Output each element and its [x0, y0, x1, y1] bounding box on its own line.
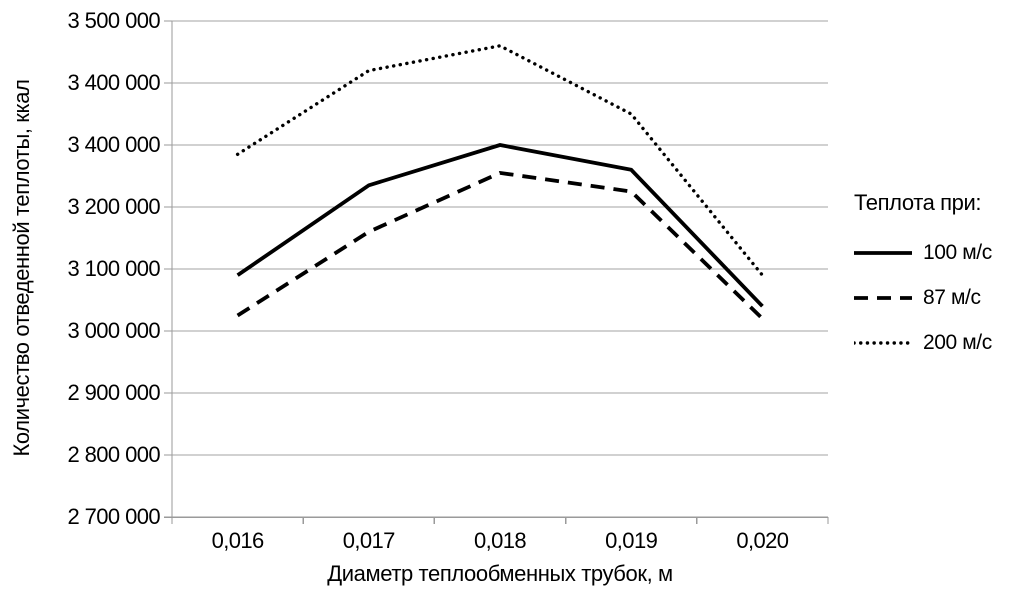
- y-tick-label: 2 800 000: [67, 442, 161, 467]
- y-tick-label: 3 400 000: [67, 132, 161, 157]
- legend-item-label: 87 м/с: [923, 285, 981, 309]
- legend-title: Теплота при:: [854, 190, 982, 215]
- legend-line-sample-dotted: [854, 340, 912, 345]
- legend-item: 200 м/с: [854, 320, 1016, 365]
- legend-line-sample-solid: [854, 250, 912, 255]
- y-tick-label: 3 100 000: [67, 256, 161, 281]
- y-tick-label: 3 500 000: [67, 8, 161, 33]
- y-tick-label: 2 900 000: [67, 380, 161, 405]
- y-tick-label: 3 000 000: [67, 318, 161, 343]
- x-tick-label: 0,018: [473, 528, 527, 553]
- series-line-dotted: [235, 44, 765, 277]
- legend-items: 100 м/с 87 м/с 200 м/с: [854, 230, 1016, 365]
- legend-item-label: 100 м/с: [923, 240, 992, 264]
- series-line-solid: [236, 143, 764, 308]
- y-tick-label: 3 200 000: [67, 194, 161, 219]
- x-tick-label: 0,016: [211, 528, 265, 553]
- series-line-dashed: [236, 170, 764, 320]
- legend-item: 100 м/с: [854, 230, 1016, 275]
- y-tick-label: 3 400 000: [67, 70, 161, 95]
- y-tick-label: 2 700 000: [67, 504, 161, 529]
- legend-line-sample-dashed: [854, 295, 912, 300]
- legend: Теплота при: 100 м/с 87 м/с 200 м/с: [854, 190, 1016, 365]
- x-tick-label: 0,020: [736, 528, 789, 553]
- legend-item: 87 м/с: [854, 275, 1016, 320]
- y-axis-title: Количество отведенной теплоты, ккал: [9, 79, 34, 457]
- x-tick-label: 0,017: [342, 528, 396, 553]
- x-axis-title: Диаметр теплообменных трубок, м: [327, 561, 673, 586]
- x-tick-label: 0,019: [605, 528, 658, 553]
- legend-item-label: 200 м/с: [923, 330, 992, 354]
